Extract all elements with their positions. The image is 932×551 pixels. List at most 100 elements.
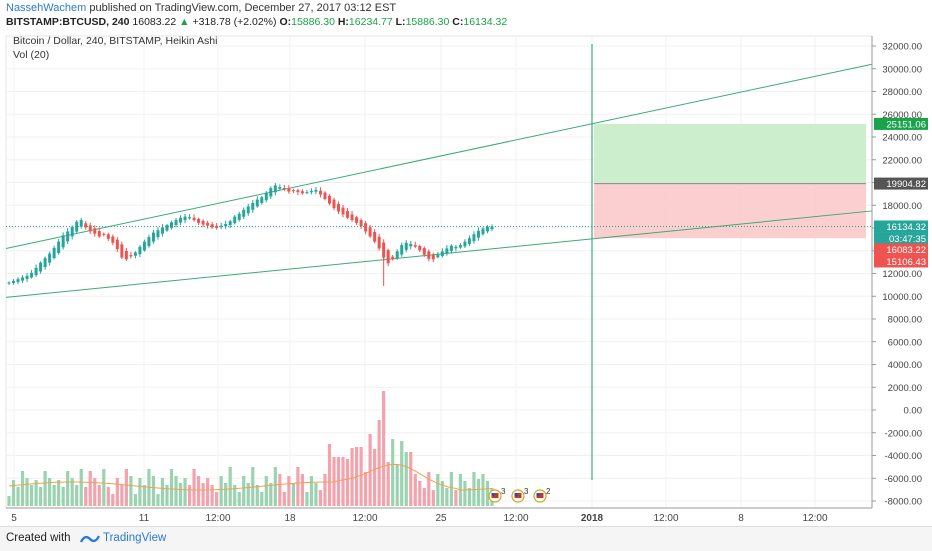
high-value: 16234.77 [348,16,393,28]
time-tick-label: 12:00 [802,513,827,524]
price-tick-label: 30000.00 [882,64,922,75]
candle-body [449,245,453,252]
candle-body [43,258,47,268]
flag-stripe [536,493,544,498]
candle-body [391,256,395,260]
price-label-stop: 15106.43 [886,257,926,268]
volume-bar [201,483,205,506]
volume-bar [169,469,174,506]
candle-body [48,253,52,263]
candle-body [57,241,61,254]
volume-bar [165,485,169,506]
position-zones [594,123,866,239]
candle-body [327,195,331,204]
candle-body [355,217,359,223]
volume-bar [242,476,246,506]
time-tick-label: 12:00 [352,513,377,524]
candle-body [350,214,354,221]
candle-body [106,234,110,239]
open-value: 15886.30 [291,16,335,28]
volume-bar [359,447,363,506]
close-label: C: [452,16,464,28]
price-label-bg [874,255,928,268]
volume-bar [327,444,332,506]
price-label-target: 25151.06 [886,119,926,130]
candle-body [346,211,350,218]
volume-bar [260,492,264,506]
candle-body [228,221,232,226]
candle-body [133,252,137,256]
volume-bar [273,467,277,506]
volume-bar [115,478,119,506]
price-tick-label: 4000.00 [888,360,922,371]
price-axis: 32000.00 30000.00 28000.00 26000.00 24000.00… [871,36,928,508]
volume-bar [93,478,97,506]
volume-bar [129,476,133,506]
volume-bar [34,480,38,506]
price-label-last: 16134.32 [886,222,926,233]
volume-bar [391,439,395,506]
volume-bar [151,476,156,506]
candle-body [79,220,83,227]
volume-bar [102,469,106,506]
flag-canton [536,493,540,496]
candle-body [201,220,205,225]
candle-body [147,237,151,247]
time-tick-label: 11 [139,513,150,524]
volume-bar [449,472,453,506]
trend-channel [5,44,873,480]
volume-bar [120,485,124,506]
time-tick-label: 18 [284,513,296,524]
candle-body [192,217,196,221]
time-tick-label: 12:00 [653,513,678,524]
candle-body [278,187,282,189]
candle-body [463,241,467,247]
candle-body [454,246,458,249]
volume-bar [332,457,336,506]
target-zone [594,123,866,184]
chart-legend-title: Bitcoin / Dollar, 240, BITSTAMP, Heikin … [13,35,217,47]
candle-body [368,227,372,237]
candle-body [436,254,440,258]
volume-bar [485,481,490,506]
volume-bar [427,472,431,506]
candle-body [34,267,38,276]
volume-bar [75,485,79,506]
volume-bar [264,476,268,506]
candle-body [179,217,183,223]
volume-bar [160,478,165,506]
volume-bar [395,464,399,506]
chart-header: NassehWachem published on TradingView.co… [0,0,932,30]
price-tick-label: 18000.00 [882,201,922,212]
price-label-entry: 19904.82 [886,179,926,190]
candle-body [431,255,435,260]
price-chart[interactable]: 3 3 2 32000.00 30000.00 28000.00 26000.00 2400… [0,0,932,526]
time-tick-label: 2018 [581,513,604,524]
candle-body [151,232,155,242]
candle-body [386,250,390,264]
candle-body [165,225,169,231]
volume-bar [43,471,47,506]
volume-bar [296,467,300,506]
candle-body [75,221,79,232]
flag-stripe [491,493,499,498]
candle-body [30,272,34,278]
candle-body [337,203,341,212]
price-tick-label: 10000.00 [882,292,922,303]
price-label-countdown: 03:47:35 [889,234,926,245]
volume-bar [11,480,16,506]
volume-bar [269,483,273,506]
candle-body [93,228,97,234]
author-name[interactable]: NassehWachem [6,2,87,14]
volume-bar [431,490,435,506]
volume-bar [413,474,417,506]
price-tick-label: 22000.00 [882,155,922,166]
price-tick-label: -6000.00 [884,474,922,485]
volume-bar [29,485,34,506]
candle-body [7,282,11,284]
time-tick-label: 25 [435,513,447,524]
low-value: 15886.30 [405,16,450,28]
candle-body [170,222,174,228]
volume-bar [323,474,327,506]
tradingview-brand[interactable]: TradingView [103,532,167,544]
